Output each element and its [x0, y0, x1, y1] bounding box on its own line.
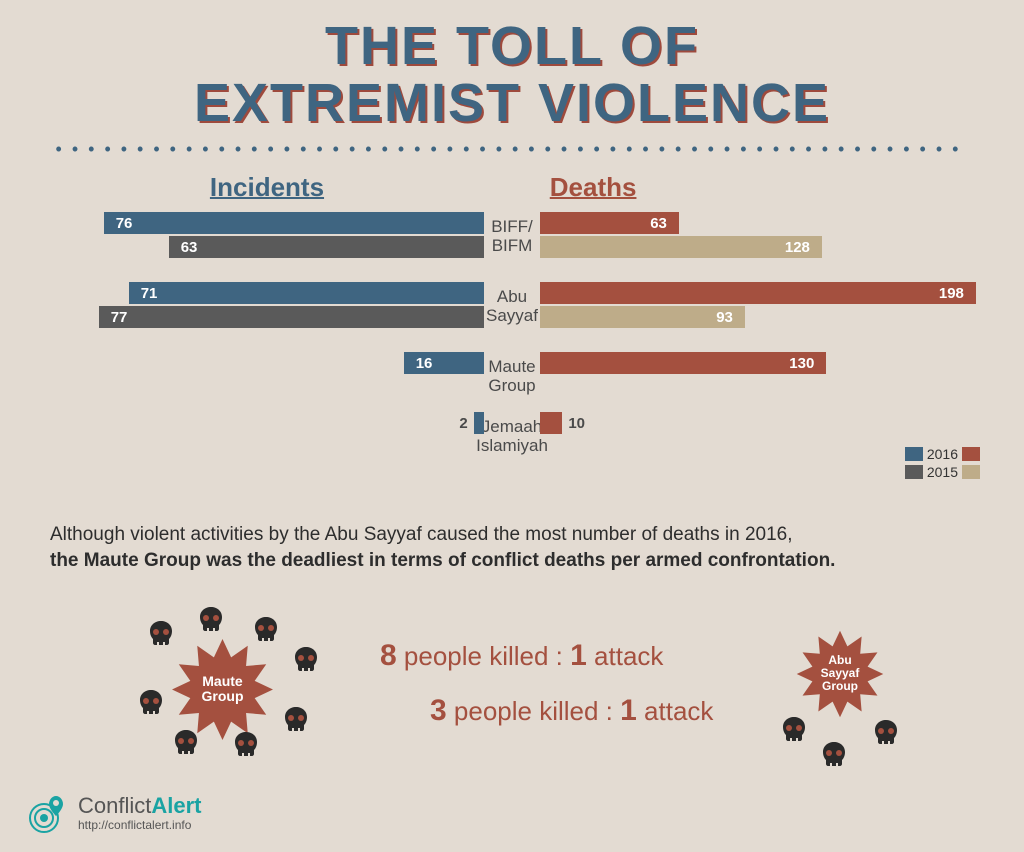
bar: 128 [540, 236, 822, 258]
abu-killed-n: 3 [430, 694, 447, 727]
logo-url: http://conflictalert.info [78, 819, 201, 832]
legend-2015: 2015 [905, 464, 984, 480]
legend-2016: 2016 [905, 446, 984, 462]
maute-attack-n: 1 [570, 639, 587, 672]
logo: ConflictAlert http://conflictalert.info [28, 792, 201, 834]
title-line1: THE TOLL OF [0, 18, 1024, 75]
bar: 63 [169, 236, 484, 258]
logo-name: ConflictAlert [78, 794, 201, 818]
chart-area: Incidents Deaths BIFF/BIFM766363128AbuSa… [40, 172, 984, 492]
skull-icon [135, 687, 167, 719]
abu-end: attack [637, 696, 714, 726]
incidents-header: Incidents [210, 172, 324, 203]
maute-end: attack [587, 641, 664, 671]
maute-killed-n: 8 [380, 639, 397, 672]
kill-stats: MauteGroup AbuSayyafGroup 8 people kille… [0, 599, 1024, 779]
skull-icon [870, 717, 902, 749]
bar: 130 [540, 352, 826, 374]
note-part1: Although violent activities by the Abu S… [50, 524, 793, 545]
legend: 2016 2015 [905, 446, 984, 482]
skull-icon [818, 739, 850, 771]
deaths-header: Deaths [550, 172, 637, 203]
note-text: Although violent activities by the Abu S… [50, 522, 974, 573]
abu-ratio: 3 people killed : 1 attack [430, 694, 713, 728]
main-title: THE TOLL OF EXTREMIST VIOLENCE [0, 0, 1024, 131]
legend-year-2015: 2015 [927, 464, 958, 480]
skull-icon [195, 604, 227, 636]
abu-attack-n: 1 [620, 694, 637, 727]
legend-year-2016: 2016 [927, 446, 958, 462]
skull-icon [170, 727, 202, 759]
skull-icon [145, 618, 177, 650]
bar: 77 [99, 306, 484, 328]
maute-mid: people killed : [397, 641, 570, 671]
bar: 76 [104, 212, 484, 234]
bar: 2 [474, 412, 484, 434]
skull-icon [250, 614, 282, 646]
abu-burst: AbuSayyafGroup [795, 629, 885, 719]
abu-mid: people killed : [447, 696, 620, 726]
bar: 93 [540, 306, 745, 328]
bar: 198 [540, 282, 976, 304]
skull-icon [778, 714, 810, 746]
skull-icon [290, 644, 322, 676]
skull-icon [230, 729, 262, 761]
bar: 10 [540, 412, 562, 434]
title-line2: EXTREMIST VIOLENCE [0, 75, 1024, 132]
note-part2: the Maute Group was the deadliest in ter… [50, 550, 835, 571]
divider-dots: ••••••••••••••••••••••••••••••••••••••••… [0, 139, 1024, 160]
skull-icon [280, 704, 312, 736]
bar: 16 [404, 352, 484, 374]
logo-icon [28, 792, 70, 834]
bar: 63 [540, 212, 679, 234]
maute-ratio: 8 people killed : 1 attack [380, 639, 663, 673]
bar: 71 [129, 282, 484, 304]
